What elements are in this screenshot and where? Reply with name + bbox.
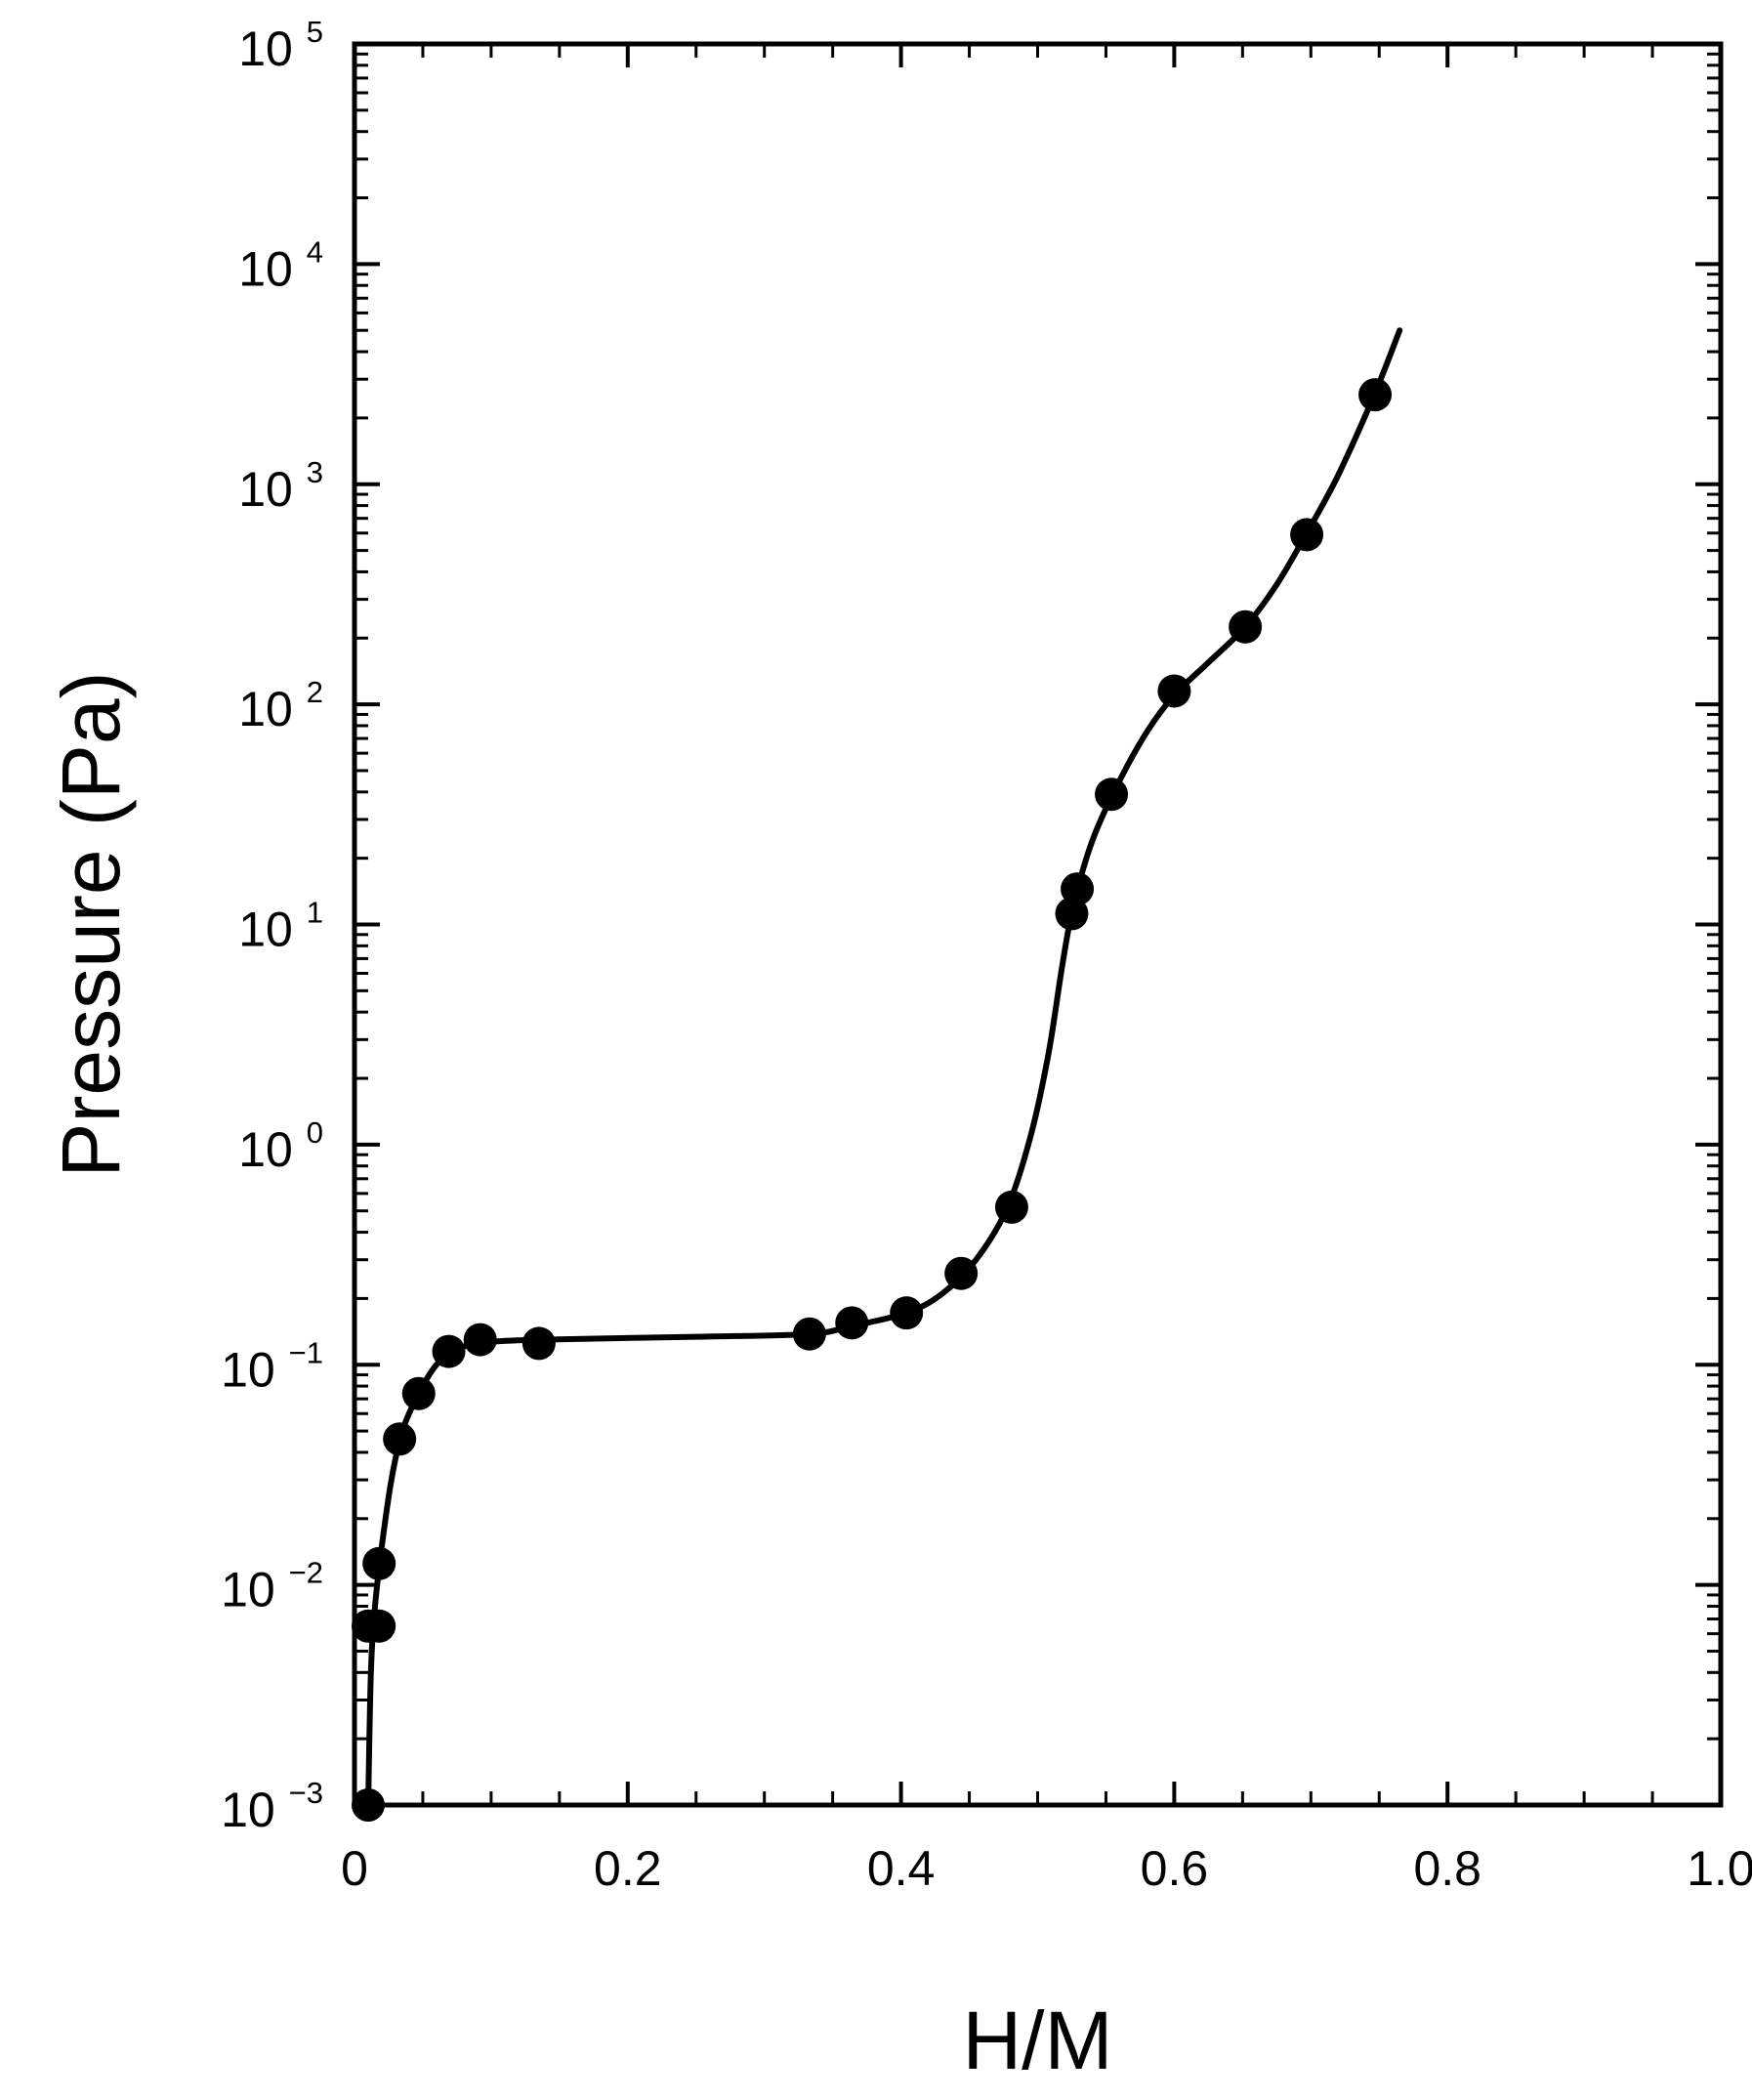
y-tick-exponent: −2 [289,1556,323,1590]
data-point [362,1609,396,1643]
data-point [835,1306,869,1340]
data-point [1095,777,1129,812]
y-tick-exponent: 1 [307,896,323,930]
x-tick-label: 0.2 [594,1841,662,1896]
y-tick-label: 10 0 [238,1115,323,1177]
data-point [463,1323,497,1357]
data-point [1061,872,1095,906]
y-tick-label: 10 4 [238,234,323,296]
y-tick-label: 10 5 [238,15,323,76]
y-tick-exponent: 5 [307,15,323,49]
y-tick-label: 10 2 [238,675,323,736]
y-tick-label: 10 −3 [221,1776,323,1837]
x-tick-label: 0.6 [1141,1841,1209,1896]
y-tick-label: 10 −2 [221,1556,323,1617]
data-point [994,1190,1028,1224]
x-tick-label: 0 [341,1841,368,1896]
y-tick-base: 10 [221,1783,289,1837]
data-point [1157,674,1191,708]
y-tick-base: 10 [238,903,307,957]
y-tick-label: 10 3 [238,455,323,517]
y-tick-label: 10 1 [238,896,323,957]
data-point [1290,518,1324,552]
x-tick-label: 0.4 [867,1841,936,1896]
y-axis-label: Pressure (Pa) [45,671,137,1177]
y-tick-base: 10 [221,1563,289,1617]
x-tick-label: 1.0 [1687,1841,1752,1896]
data-point [890,1296,924,1330]
y-tick-exponent: 0 [307,1115,323,1150]
y-tick-exponent: 2 [307,675,323,709]
y-tick-base: 10 [238,462,307,517]
y-tick-exponent: −3 [289,1776,323,1810]
data-point [401,1376,436,1410]
y-tick-base: 10 [238,21,307,76]
x-axis-label: H/M [963,1995,1113,2086]
y-tick-exponent: 4 [307,234,323,269]
y-tick-base: 10 [238,1122,307,1177]
y-tick-labels: 10 −310 −210 −110 010 110 210 310 410 5 [221,15,323,1837]
data-point [1055,897,1089,931]
y-tick-base: 10 [221,1342,289,1397]
y-tick-exponent: 3 [307,455,323,489]
data-point [362,1546,396,1580]
y-tick-base: 10 [238,241,307,296]
data-point [1229,609,1263,644]
data-point [432,1334,466,1368]
y-tick-exponent: −1 [289,1335,323,1369]
y-tick-base: 10 [238,682,307,736]
y-tick-label: 10 −1 [221,1335,323,1397]
points-layer [351,378,1393,1822]
x-tick-label: 0.8 [1413,1841,1481,1896]
data-point [383,1422,417,1456]
data-point [792,1317,826,1351]
data-point [521,1326,556,1361]
data-point [944,1256,979,1290]
plot-frame [352,41,1724,1808]
x-tick-labels: 0 0.2 0.4 0.6 0.8 1.0 [341,1841,1752,1896]
data-point [1358,378,1393,412]
